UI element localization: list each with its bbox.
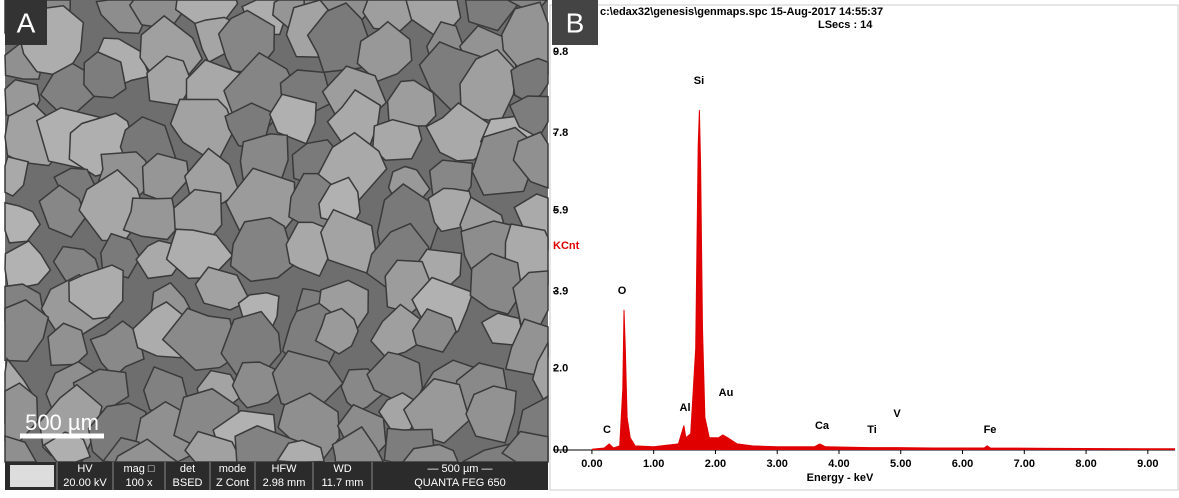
- grain: [386, 79, 437, 128]
- grain: [372, 118, 423, 161]
- grain: [4, 239, 52, 291]
- peak-label: C: [603, 424, 611, 436]
- x-tick-label: 6.00: [952, 458, 973, 470]
- panel-badge: [5, 0, 47, 45]
- info-value: QUANTA FEG 650: [414, 477, 506, 489]
- grain: [83, 51, 127, 99]
- x-tick-label: 4.00: [828, 458, 849, 470]
- scale-bar-label: 500 µm: [25, 410, 99, 435]
- spectrum-line: [591, 110, 1176, 450]
- y-tick-label: 2.0: [553, 363, 568, 375]
- grain: [161, 307, 239, 371]
- grain: [512, 131, 549, 190]
- x-axis-label: Energy - keV: [807, 472, 874, 484]
- panel-badge: [552, 0, 598, 45]
- peak-label: V: [893, 408, 901, 420]
- info-value: 2.98 mm: [263, 477, 306, 489]
- y-tick-label: 7.8: [553, 127, 568, 139]
- grain: [411, 307, 457, 354]
- y-tick-label: 5.9: [553, 204, 568, 216]
- info-label: mag □: [123, 463, 154, 475]
- grain: [4, 155, 30, 197]
- grain: [194, 266, 251, 311]
- info-value: 11.7 mm: [322, 477, 364, 489]
- x-tick-label: 3.00: [767, 458, 788, 470]
- x-tick-label: 9.00: [1137, 458, 1158, 470]
- panel-label: A: [17, 7, 36, 38]
- x-tick-label: 8.00: [1075, 458, 1096, 470]
- chart-title: c:\edax32\genesis\genmaps.spc 15-Aug-201…: [600, 6, 883, 18]
- grain: [369, 303, 424, 359]
- info-label: det: [180, 463, 195, 475]
- info-label: mode: [219, 463, 247, 475]
- grain: [356, 20, 413, 83]
- x-tick-label: 5.00: [890, 458, 911, 470]
- info-bar: [5, 462, 548, 490]
- peak-label: Ca: [815, 420, 830, 432]
- grain: [4, 201, 42, 244]
- grain: [122, 197, 179, 241]
- peak-label: O: [618, 285, 627, 297]
- info-value: BSED: [173, 477, 203, 489]
- y-tick-label: 3.9: [553, 286, 568, 298]
- info-label: HFW: [271, 463, 297, 475]
- spectrum-frame: [549, 4, 1179, 491]
- panel-label: B: [566, 7, 585, 38]
- peak-label: Si: [694, 75, 704, 87]
- info-value: Z Cont: [216, 477, 249, 489]
- chart-subtitle: LSecs : 14: [818, 19, 873, 31]
- info-value: 20.00 kV: [63, 477, 107, 489]
- peak-label: Ti: [867, 424, 877, 436]
- peak-label: Au: [719, 387, 734, 399]
- logo: [10, 465, 54, 487]
- peak-label: Fe: [984, 424, 997, 436]
- info-label: — 500 µm —: [427, 463, 492, 475]
- x-tick-label: 1.00: [643, 458, 664, 470]
- info-value: 100 x: [126, 477, 153, 489]
- grain: [465, 385, 517, 444]
- grain: [469, 252, 523, 315]
- grain: [229, 216, 297, 283]
- grain: [464, 0, 523, 32]
- x-tick-label: 2.00: [705, 458, 726, 470]
- grain: [402, 377, 471, 444]
- grain: [38, 184, 87, 239]
- info-label: HV: [77, 463, 93, 475]
- x-tick-label: 0.00: [581, 458, 602, 470]
- grain: [68, 264, 124, 320]
- x-tick-label: 7.00: [1014, 458, 1035, 470]
- y-tick-label: 9.8: [553, 46, 568, 58]
- grain: [425, 102, 494, 162]
- y-axis-label: KCnt: [553, 240, 580, 252]
- peak-label: Al: [680, 402, 691, 414]
- grain: [314, 307, 359, 355]
- info-label: WD: [333, 463, 351, 475]
- grain: [4, 299, 50, 363]
